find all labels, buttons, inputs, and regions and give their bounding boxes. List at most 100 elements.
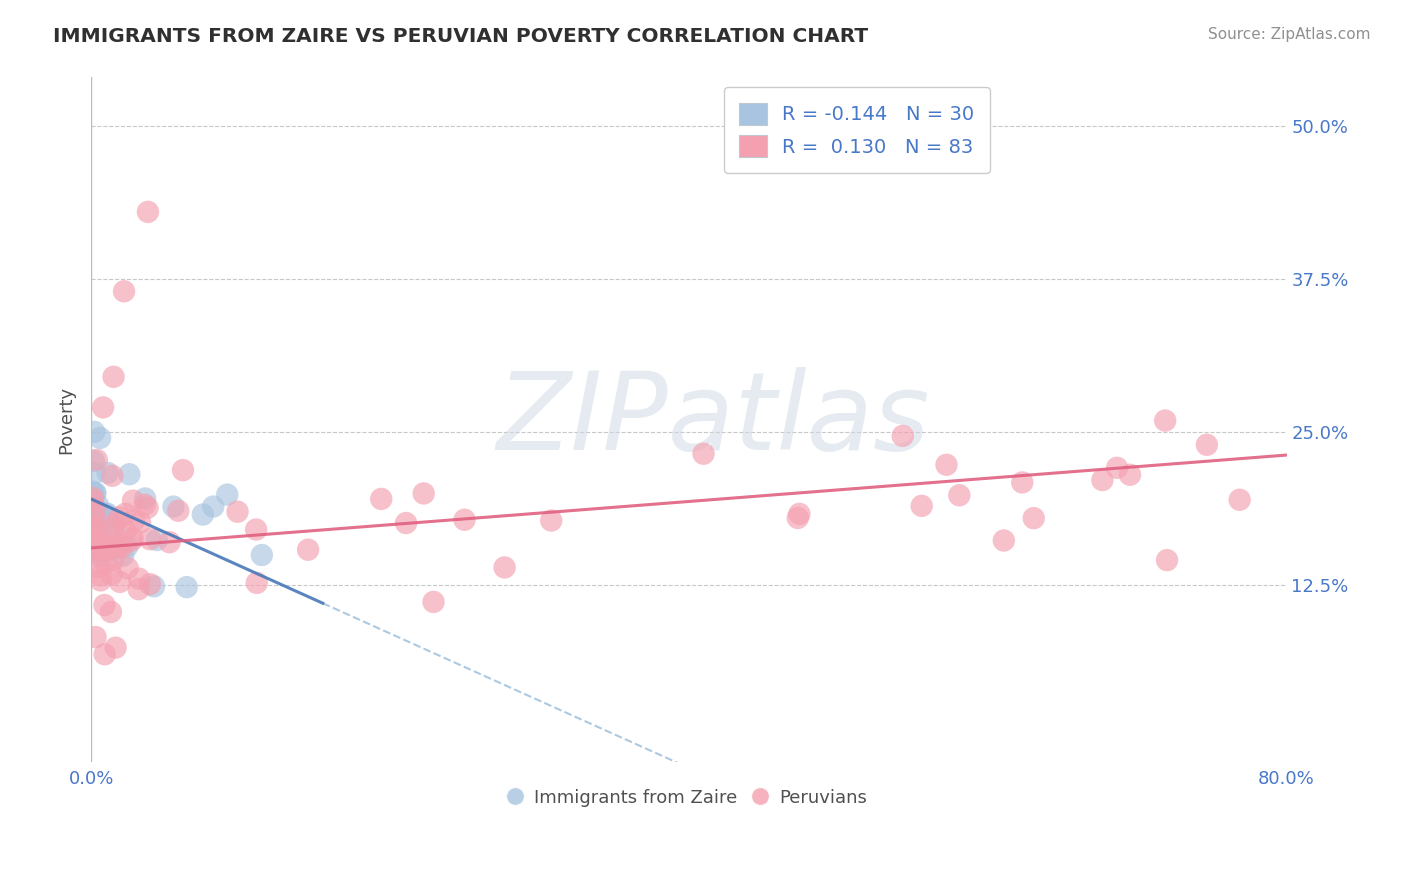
Point [91, 539, 114, 553]
Point [84, 486, 107, 500]
Point [90, 568, 112, 582]
Point [1154, 413, 1177, 427]
Point [86, 520, 108, 534]
Point [97, 513, 120, 527]
Point [297, 542, 319, 557]
Legend: Immigrants from Zaire, Peruvians: Immigrants from Zaire, Peruvians [503, 781, 875, 814]
Point [395, 516, 418, 530]
Point [122, 493, 145, 508]
Point [93, 598, 115, 612]
Point [136, 205, 159, 219]
Point [422, 595, 444, 609]
Point [91, 401, 114, 415]
Point [911, 499, 934, 513]
Point [93, 507, 115, 521]
Point [103, 369, 125, 384]
Point [993, 533, 1015, 548]
Point [692, 447, 714, 461]
Point [103, 542, 125, 557]
Point [159, 535, 181, 549]
Point [128, 572, 150, 586]
Point [82, 491, 104, 505]
Point [217, 488, 239, 502]
Point [143, 579, 166, 593]
Point [107, 538, 129, 552]
Point [494, 560, 516, 574]
Point [146, 533, 169, 547]
Point [82, 532, 104, 546]
Point [110, 541, 132, 555]
Point [82, 492, 104, 507]
Point [412, 486, 434, 500]
Point [104, 520, 127, 534]
Point [453, 513, 475, 527]
Point [1107, 460, 1129, 475]
Point [108, 574, 131, 589]
Point [1022, 511, 1045, 525]
Point [83, 454, 105, 468]
Point [176, 580, 198, 594]
Point [540, 514, 562, 528]
Point [122, 514, 145, 528]
Point [84, 510, 107, 524]
Point [96, 543, 118, 558]
Point [86, 453, 108, 467]
Point [83, 515, 105, 529]
Point [250, 548, 273, 562]
Point [1229, 492, 1251, 507]
Point [789, 507, 811, 521]
Point [226, 505, 249, 519]
Point [139, 533, 162, 547]
Point [89, 538, 111, 552]
Point [103, 516, 125, 531]
Point [89, 431, 111, 445]
Point [202, 500, 225, 514]
Point [246, 575, 269, 590]
Point [84, 503, 107, 517]
Point [83, 540, 105, 554]
Point [89, 536, 111, 550]
Point [108, 540, 131, 554]
Point [83, 486, 105, 500]
Point [82, 484, 104, 499]
Point [114, 524, 136, 538]
Point [100, 567, 122, 582]
Point [82, 520, 104, 534]
Point [82, 549, 104, 563]
Point [114, 507, 136, 521]
Point [82, 519, 104, 533]
Point [82, 538, 104, 552]
Point [83, 466, 105, 480]
Point [103, 540, 125, 554]
Point [162, 500, 184, 514]
Point [139, 577, 162, 591]
Point [948, 488, 970, 502]
Point [167, 504, 190, 518]
Point [121, 531, 143, 545]
Point [112, 549, 135, 563]
Point [86, 560, 108, 574]
Point [121, 533, 143, 548]
Point [191, 508, 214, 522]
Point [1119, 467, 1142, 482]
Point [891, 429, 914, 443]
Point [84, 527, 107, 541]
Point [97, 537, 120, 551]
Point [1156, 553, 1178, 567]
Point [370, 491, 392, 506]
Point [89, 574, 111, 588]
Point [117, 561, 139, 575]
Text: ZIPatlas: ZIPatlas [496, 368, 929, 472]
Point [1195, 438, 1218, 452]
Point [94, 541, 117, 555]
Y-axis label: Poverty: Poverty [58, 385, 75, 454]
Point [101, 468, 124, 483]
Point [101, 522, 124, 536]
Point [96, 556, 118, 570]
Point [100, 605, 122, 619]
Point [97, 466, 120, 480]
Point [129, 516, 152, 530]
Point [90, 543, 112, 558]
Point [103, 553, 125, 567]
Point [134, 498, 156, 512]
